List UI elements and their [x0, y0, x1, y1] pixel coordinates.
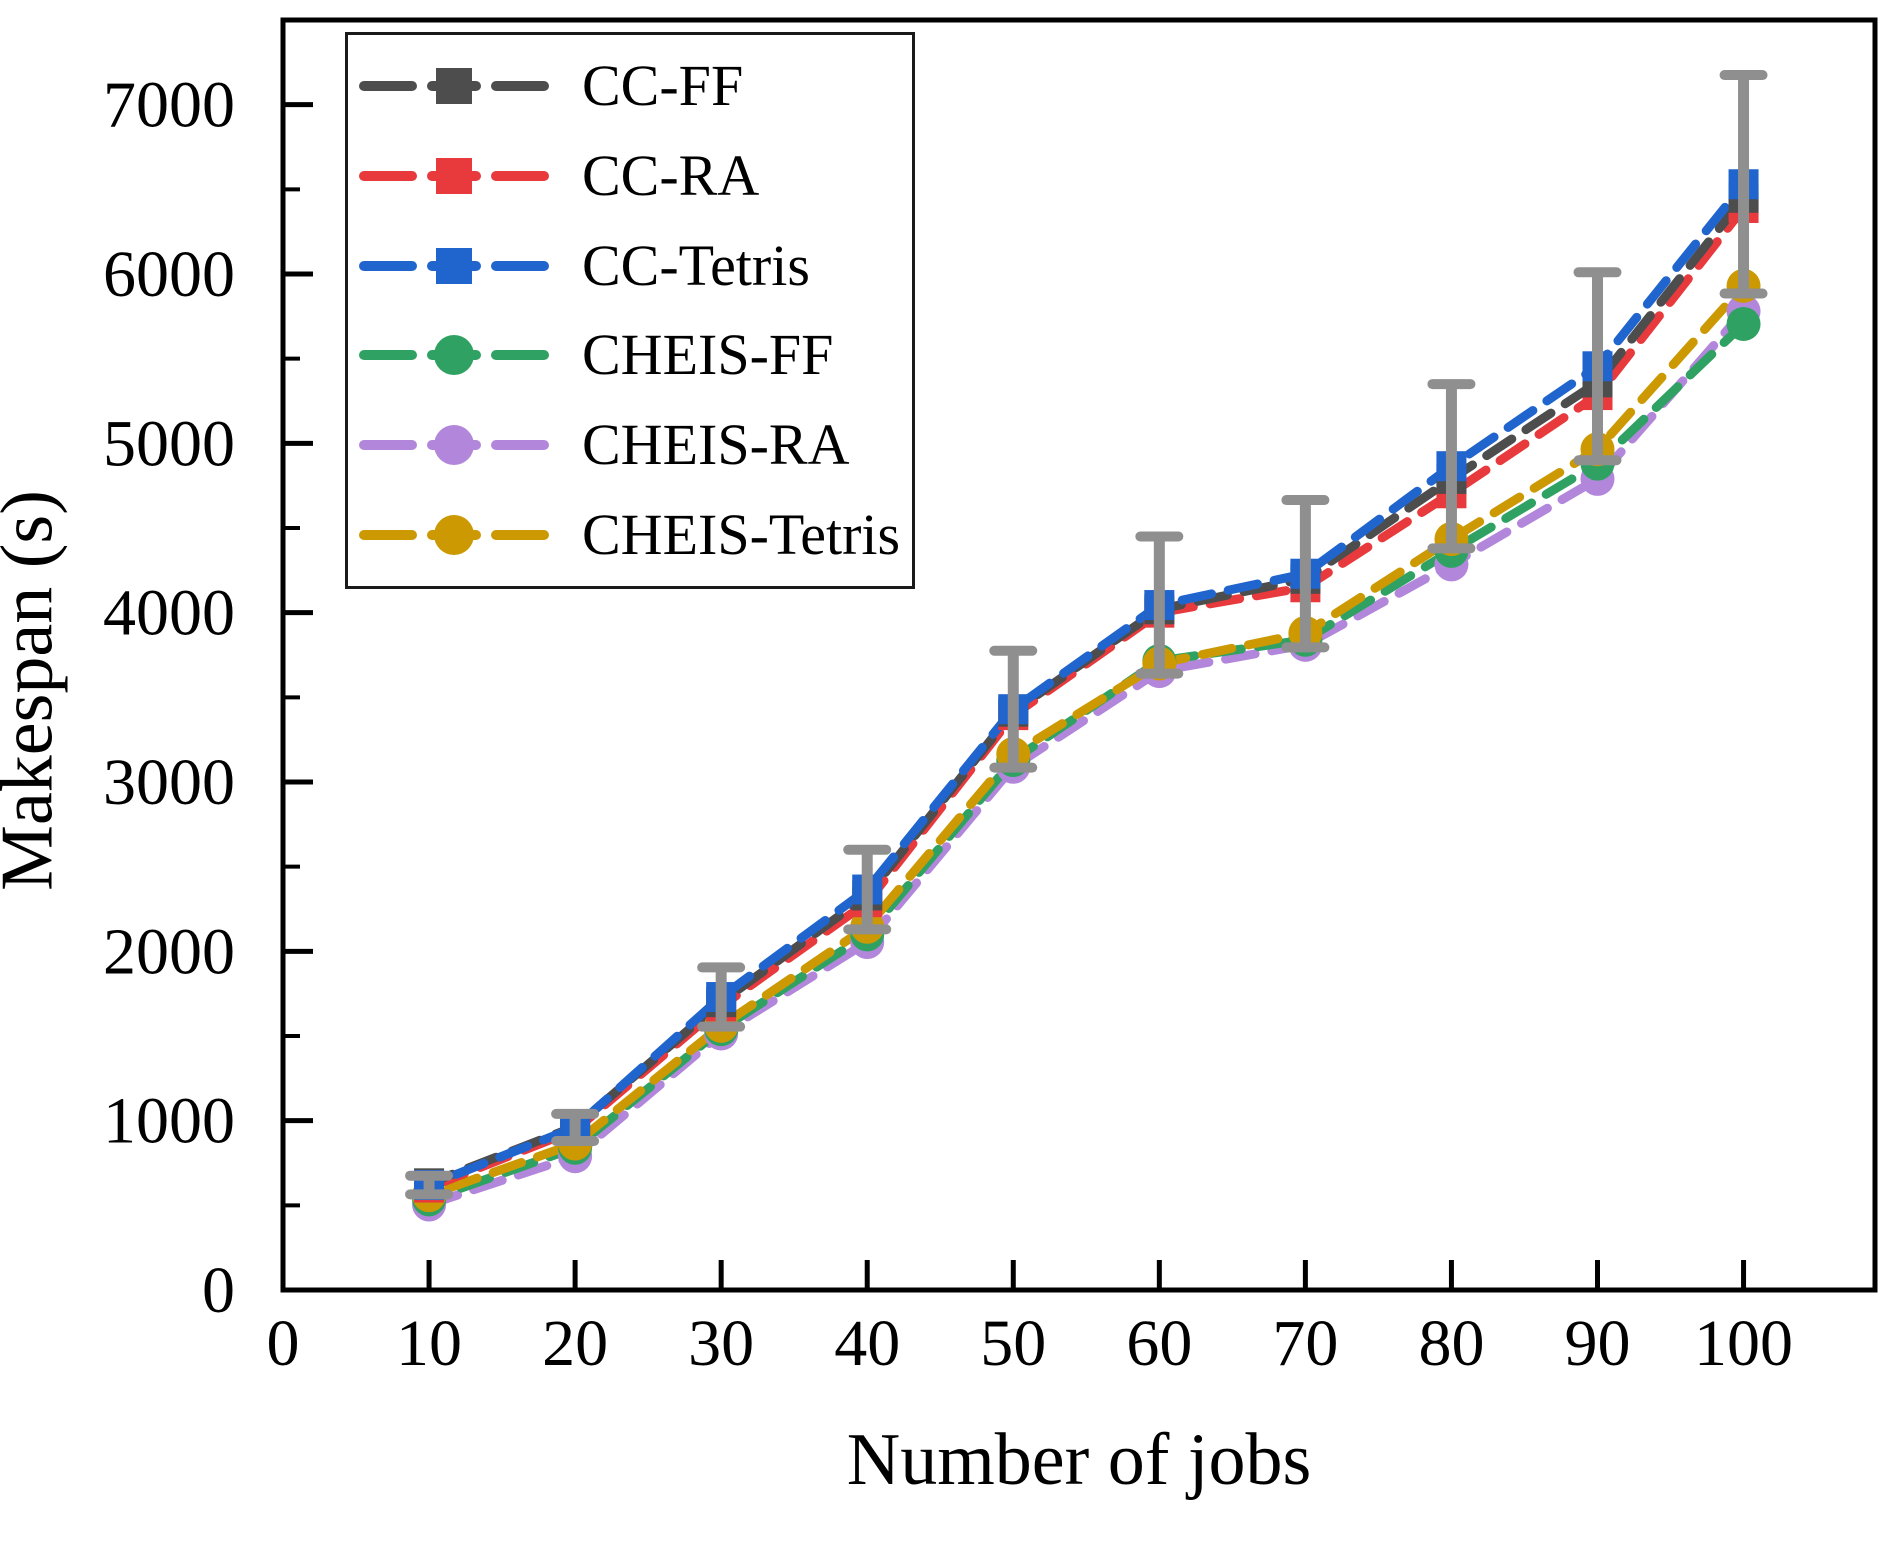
- legend-item-CC-RA: CC-RA: [354, 131, 912, 221]
- x-tick-label: 70: [1272, 1307, 1338, 1380]
- legend-item-CHEIS-FF: CHEIS-FF: [354, 310, 912, 400]
- y-tick-label: 5000: [103, 407, 235, 480]
- legend-item-CC-Tetris: CC-Tetris: [354, 221, 912, 311]
- x-tick-label: 50: [980, 1307, 1046, 1380]
- y-tick-label: 6000: [103, 238, 235, 311]
- square-dash-icon: [359, 247, 549, 284]
- y-axis-title: Makespan (s): [0, 490, 69, 891]
- y-tick-label: 0: [202, 1254, 235, 1327]
- series-line-CHEIS-Tetris: [424, 281, 1749, 1200]
- series-line-CHEIS-RA: [424, 306, 1749, 1209]
- y-tick-label: 1000: [103, 1085, 235, 1158]
- legend-label: CHEIS-RA: [582, 412, 850, 478]
- x-tick-label: 40: [834, 1307, 900, 1380]
- legend-label: CC-Tetris: [582, 232, 810, 298]
- x-tick-label: 60: [1126, 1307, 1192, 1380]
- y-tick-label: 4000: [103, 577, 235, 650]
- y-tick-label: 3000: [103, 746, 235, 819]
- legend-label: CC-RA: [582, 142, 760, 208]
- legend-item-CHEIS-Tetris: CHEIS-Tetris: [354, 490, 912, 580]
- x-tick-label: 80: [1418, 1307, 1484, 1380]
- circle-dash-icon: [359, 335, 549, 376]
- x-tick-label: 20: [542, 1307, 608, 1380]
- plot-frame: [280, 17, 1878, 1293]
- y-tick-label: 7000: [103, 69, 235, 142]
- legend-label: CC-FF: [582, 52, 744, 118]
- marker-CHEIS-FF: [1726, 306, 1761, 341]
- legend-item-CC-FF: CC-FF: [354, 41, 912, 131]
- x-axis-title: Number of jobs: [846, 1419, 1312, 1501]
- circle-dash-icon: [359, 425, 549, 466]
- legend-label: CHEIS-Tetris: [582, 502, 901, 568]
- x-tick-label: 90: [1564, 1307, 1630, 1380]
- y-tick-label: 2000: [103, 915, 235, 988]
- legend-item-CHEIS-RA: CHEIS-RA: [354, 400, 912, 490]
- x-tick-label: 30: [688, 1307, 754, 1380]
- x-tick-label: 0: [267, 1307, 300, 1380]
- x-tick-label: 10: [396, 1307, 462, 1380]
- square-dash-icon: [359, 67, 549, 104]
- x-tick-label: 100: [1694, 1307, 1793, 1380]
- circle-dash-icon: [359, 515, 549, 556]
- legend-label: CHEIS-FF: [582, 322, 834, 388]
- series-line-CC-Tetris: [424, 179, 1749, 1190]
- legend-box: CC-FF CC-RA CC-Tetris CHEIS-FF CHEIS-RA CHEIS…: [345, 32, 915, 589]
- square-dash-icon: [359, 157, 549, 194]
